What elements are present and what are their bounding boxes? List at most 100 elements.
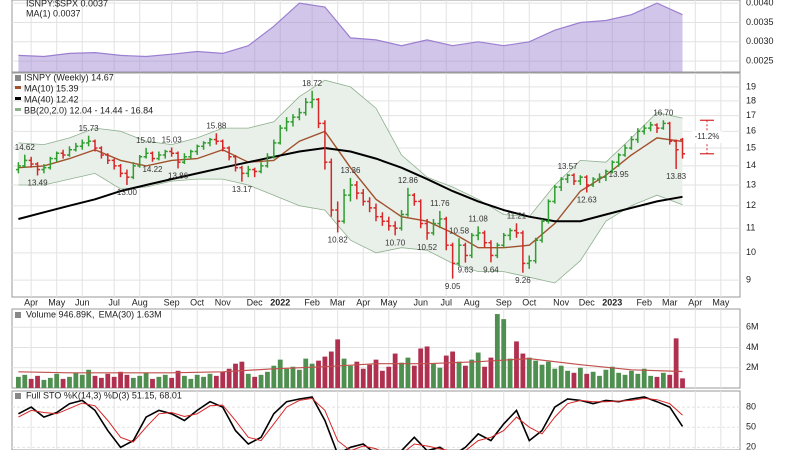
volume-bar	[182, 375, 187, 388]
y-tick-label: 0.0030	[746, 36, 774, 46]
legend-swatch	[15, 97, 21, 100]
volume-bar	[590, 371, 596, 388]
x-tick-label: Dec	[247, 297, 264, 307]
volume-bar	[54, 373, 60, 388]
volume-bar	[47, 377, 53, 388]
x-tick-label: Aug	[464, 297, 480, 307]
price-annotation: 12.63	[577, 196, 598, 205]
y-tick-label: 15	[746, 142, 756, 152]
x-tick-label: Sep	[164, 297, 180, 307]
ratio-line	[18, 2, 683, 58]
volume-bar	[252, 376, 258, 388]
legend-entry: MA(1) 0.0037	[26, 8, 81, 18]
price-annotation: 11.21	[507, 211, 527, 220]
legend-icon	[15, 312, 21, 318]
volume-bar	[648, 375, 653, 388]
volume-bar	[86, 369, 92, 388]
legend-entry: MA(10) 15.39	[24, 83, 79, 93]
y-tick-label: 6M	[746, 322, 759, 332]
volume-bar	[201, 376, 206, 388]
volume-bar	[379, 370, 385, 388]
volume-bar	[437, 367, 443, 388]
volume-bar	[296, 369, 302, 388]
volume-bar	[328, 351, 334, 388]
y-tick-label: 0.0035	[746, 17, 774, 27]
legend-icon	[15, 75, 21, 81]
y-tick-label: 10	[746, 247, 756, 257]
volume-bar	[162, 374, 168, 388]
volume-bar	[405, 357, 411, 388]
legend-icon	[15, 393, 21, 399]
volume-bar	[92, 375, 98, 388]
legend-swatch	[15, 108, 21, 111]
volume-bar	[265, 371, 270, 388]
plot-area	[15, 79, 686, 284]
price-annotation: 9.63	[458, 266, 474, 275]
y-tick-label: 4M	[746, 342, 759, 352]
x-tick-label: Aug	[132, 297, 148, 307]
x-tick-label: Oct	[522, 297, 537, 307]
y-tick-label: 11	[746, 223, 755, 233]
price-annotation: 14.62	[15, 143, 36, 152]
y-tick-label: 12	[746, 200, 756, 210]
ratio-area	[18, 3, 683, 72]
stochastic-line	[18, 397, 683, 450]
x-tick-label: Apr	[24, 297, 38, 307]
price-annotation: 15.01	[136, 136, 157, 145]
volume-bar	[501, 319, 507, 388]
volume-bar	[616, 372, 622, 388]
volume-bar	[271, 365, 277, 388]
volume-bar	[220, 371, 226, 388]
volume-bar	[309, 363, 315, 388]
price-annotation: 13.49	[28, 179, 49, 188]
price-annotation: 9.05	[445, 282, 461, 291]
price-annotation: 10.52	[417, 243, 438, 252]
price-annotation: 15.03	[162, 136, 183, 145]
price-annotation: 10.82	[328, 236, 349, 245]
x-tick-label: Feb	[304, 297, 320, 307]
price-annotation: 11.76	[430, 199, 450, 208]
volume-bar	[105, 373, 111, 388]
volume-bar	[565, 370, 570, 388]
bollinger-upper	[18, 79, 683, 218]
volume-bar	[35, 375, 40, 388]
moving-average	[18, 130, 683, 249]
volume-bar	[482, 366, 487, 388]
change-bg	[692, 131, 722, 144]
volume-bar	[150, 378, 155, 388]
price-annotation: 9.26	[515, 276, 531, 285]
volume-bar	[22, 374, 28, 388]
x-tick-label: Apr	[688, 297, 702, 307]
price-annotation: 12.86	[398, 176, 419, 185]
volume-bar	[443, 355, 449, 388]
price-annotation: 13.36	[340, 166, 361, 175]
volume-bar	[392, 353, 398, 388]
x-tick-label: May	[48, 297, 66, 307]
volume-bar	[520, 353, 526, 388]
volume-bar	[188, 378, 194, 388]
volume-bar	[111, 376, 117, 388]
volume-bar	[533, 360, 539, 388]
x-tick-label: Oct	[190, 297, 205, 307]
x-tick-label: Feb	[636, 297, 652, 307]
volume-bar	[28, 378, 34, 388]
legend-entry: BB(20,2.0) 12.04 - 14.44 - 16.84	[24, 105, 153, 115]
panel-frame	[11, 0, 741, 73]
volume-bar	[469, 359, 475, 388]
price-annotation: 13.57	[558, 162, 579, 171]
x-tick-label: Jul	[440, 297, 452, 307]
price-annotation: 10.58	[449, 226, 470, 235]
legend-entry: MA(40) 12.42	[24, 94, 79, 104]
volume-bar	[450, 351, 456, 388]
x-tick-label: Jun	[413, 297, 428, 307]
price-annotation: 14.22	[142, 165, 163, 174]
volume-bar	[99, 377, 104, 388]
legend-title: ISNPY:$SPX 0.0037	[26, 0, 108, 8]
x-tick-label: Apr	[356, 297, 370, 307]
volume-bar	[660, 372, 666, 388]
volume-bar	[239, 361, 245, 388]
volume-bar	[354, 361, 360, 388]
volume-bar	[546, 361, 551, 388]
price-annotation: 10.70	[385, 238, 406, 247]
